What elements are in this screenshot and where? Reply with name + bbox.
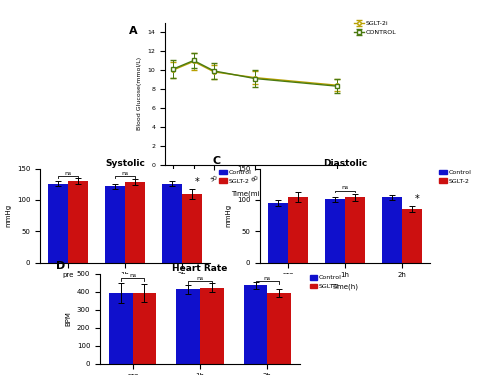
- Text: ns: ns: [64, 171, 72, 176]
- Bar: [382, 198, 402, 262]
- Bar: [109, 293, 132, 364]
- Bar: [244, 285, 268, 364]
- Y-axis label: mmHg: mmHg: [5, 204, 11, 227]
- Bar: [268, 293, 291, 364]
- Title: Systolic: Systolic: [105, 159, 145, 168]
- Bar: [402, 209, 422, 262]
- Bar: [182, 194, 203, 262]
- Bar: [125, 182, 145, 262]
- Bar: [325, 200, 345, 262]
- X-axis label: Time(h): Time(h): [332, 284, 358, 290]
- Bar: [105, 186, 125, 262]
- Text: ns: ns: [196, 276, 203, 280]
- Legend: Control, SGLT-2: Control, SGLT-2: [307, 272, 344, 292]
- Y-axis label: BPM: BPM: [65, 311, 71, 326]
- Bar: [288, 198, 308, 262]
- Y-axis label: Blood Glucose(mmol/L): Blood Glucose(mmol/L): [137, 57, 142, 130]
- Text: C: C: [212, 156, 220, 166]
- Bar: [68, 181, 88, 262]
- Text: ns: ns: [122, 171, 128, 176]
- Bar: [268, 203, 288, 262]
- Y-axis label: mmHg: mmHg: [225, 204, 231, 227]
- Title: Diastolic: Diastolic: [323, 159, 367, 168]
- Bar: [132, 292, 156, 364]
- Text: *: *: [194, 177, 200, 188]
- Bar: [200, 288, 224, 364]
- X-axis label: Time(minute): Time(minute): [232, 190, 278, 197]
- Title: Heart Rate: Heart Rate: [172, 264, 228, 273]
- Text: B: B: [0, 156, 1, 166]
- Text: *: *: [414, 194, 420, 204]
- Bar: [176, 289, 200, 364]
- Bar: [345, 198, 365, 262]
- Text: ns: ns: [342, 185, 348, 190]
- Legend: Control, SGLT-2: Control, SGLT-2: [216, 167, 254, 186]
- Bar: [48, 184, 68, 262]
- Legend: SGLT-2i, CONTROL: SGLT-2i, CONTROL: [352, 18, 399, 38]
- Text: D: D: [56, 261, 65, 271]
- Text: ns: ns: [264, 276, 271, 280]
- Text: A: A: [129, 26, 138, 36]
- Legend: Control, SGLT-2: Control, SGLT-2: [436, 167, 474, 186]
- Bar: [162, 184, 182, 262]
- X-axis label: Time(h): Time(h): [112, 284, 138, 290]
- Text: ns: ns: [129, 273, 136, 278]
